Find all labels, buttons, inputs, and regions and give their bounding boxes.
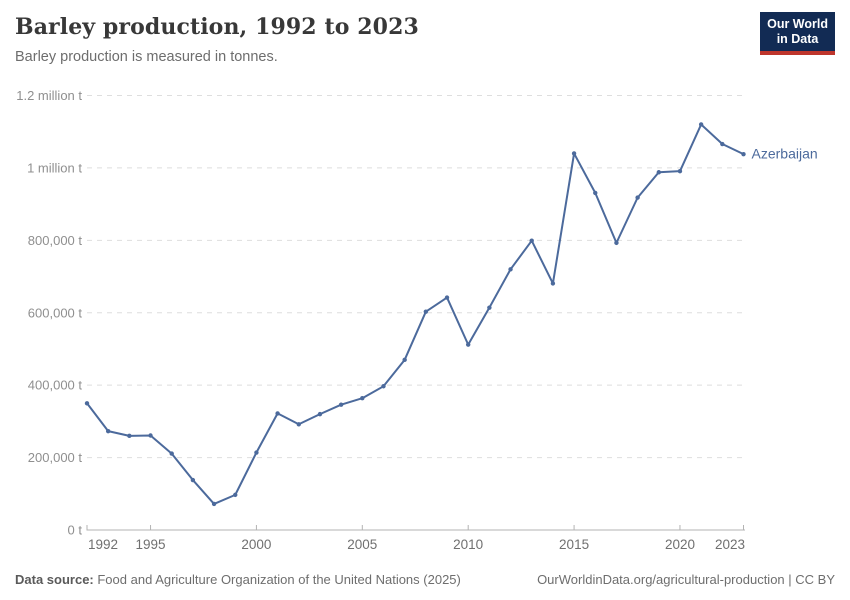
data-point[interactable] bbox=[275, 411, 280, 416]
x-axis-tick-label: 1992 bbox=[88, 537, 118, 552]
data-point[interactable] bbox=[593, 190, 598, 196]
data-point[interactable] bbox=[233, 492, 238, 498]
data-point[interactable] bbox=[169, 451, 174, 456]
data-point[interactable] bbox=[741, 151, 746, 157]
data-point[interactable] bbox=[465, 342, 471, 347]
owid-logo[interactable]: Our World in Data bbox=[760, 12, 835, 55]
data-point[interactable] bbox=[254, 450, 259, 455]
y-axis-tick-label: 600,000 t bbox=[28, 305, 83, 320]
owid-logo-line1: Our World bbox=[767, 17, 828, 31]
x-axis-tick-label: 2010 bbox=[453, 537, 483, 552]
data-point[interactable] bbox=[529, 238, 534, 243]
data-source: Data source: Food and Agriculture Organi… bbox=[15, 572, 461, 587]
data-point[interactable] bbox=[656, 170, 661, 175]
line-chart-canvas[interactable]: 0 t 200,000 t 400,000 t 600,000 t 800,000 t 1… bbox=[0, 85, 850, 555]
y-axis-tick-label: 200,000 t bbox=[28, 450, 83, 465]
data-point[interactable] bbox=[296, 422, 301, 427]
data-point[interactable] bbox=[423, 309, 429, 314]
data-point[interactable] bbox=[360, 396, 365, 401]
y-axis-tick-label: 0 t bbox=[68, 523, 83, 538]
data-point[interactable] bbox=[487, 305, 492, 310]
chart-title: Barley production, 1992 to 2023 bbox=[15, 14, 419, 40]
data-point[interactable] bbox=[677, 168, 683, 174]
data-point[interactable] bbox=[381, 384, 386, 389]
x-axis-tick-label: 1995 bbox=[136, 537, 166, 552]
owid-url-link[interactable]: OurWorldinData.org/agricultural-producti… bbox=[537, 572, 835, 587]
data-point[interactable] bbox=[614, 240, 619, 246]
data-point[interactable] bbox=[338, 402, 344, 407]
data-point[interactable] bbox=[444, 295, 450, 300]
chart-footer: Data source: Food and Agriculture Organi… bbox=[15, 572, 835, 587]
x-axis-tick-label: 2023 bbox=[715, 537, 745, 552]
y-axis-tick-label: 400,000 t bbox=[28, 378, 83, 393]
data-point[interactable] bbox=[571, 151, 577, 156]
owid-logo-line2: in Data bbox=[776, 31, 819, 46]
data-point[interactable] bbox=[317, 411, 323, 417]
y-axis-tick-label: 1 million t bbox=[27, 160, 82, 175]
data-point[interactable] bbox=[550, 281, 556, 286]
data-point[interactable] bbox=[190, 477, 196, 483]
data-point[interactable] bbox=[127, 433, 132, 439]
x-axis-tick-label: 2015 bbox=[559, 537, 589, 552]
x-axis-tick-label: 2020 bbox=[665, 537, 695, 552]
x-axis-tick-label: 2005 bbox=[347, 537, 377, 552]
y-axis-tick-label: 1.2 million t bbox=[16, 88, 82, 103]
series-line-azerbaijan[interactable] bbox=[86, 123, 745, 505]
entity-label-azerbaijan[interactable]: Azerbaijan bbox=[752, 146, 818, 162]
data-point[interactable] bbox=[211, 501, 217, 507]
x-axis-tick-label: 2000 bbox=[241, 537, 271, 552]
data-source-label: Data source: bbox=[15, 572, 94, 587]
data-source-text: Food and Agriculture Organization of the… bbox=[93, 572, 461, 587]
data-point[interactable] bbox=[508, 267, 513, 272]
data-point[interactable] bbox=[105, 428, 111, 434]
data-point[interactable] bbox=[698, 122, 704, 127]
data-point[interactable] bbox=[635, 195, 640, 200]
data-point[interactable] bbox=[84, 401, 90, 406]
data-point[interactable] bbox=[148, 433, 153, 438]
y-axis-tick-label: 800,000 t bbox=[28, 233, 83, 248]
data-point[interactable] bbox=[720, 141, 725, 147]
chart-subtitle: Barley production is measured in tonnes. bbox=[15, 49, 278, 65]
data-point[interactable] bbox=[402, 357, 407, 363]
chart-header: Barley production, 1992 to 2023 Barley p… bbox=[15, 14, 835, 65]
